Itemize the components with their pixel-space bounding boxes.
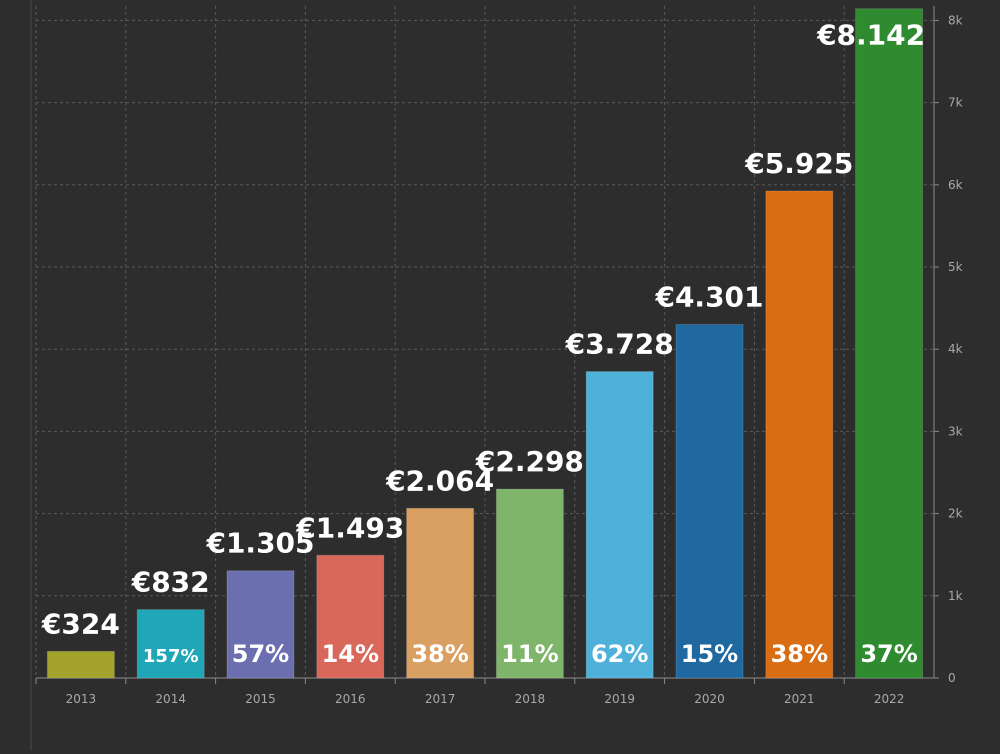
bar-2014 bbox=[136, 609, 205, 679]
value-label-2019: €3.728 bbox=[565, 328, 674, 361]
bar-2016 bbox=[316, 554, 385, 679]
y-tick-label: 2k bbox=[948, 507, 963, 521]
x-tick-label: 2016 bbox=[335, 692, 366, 706]
value-label-2021: €5.925 bbox=[744, 147, 853, 180]
value-label-2016: €1.493 bbox=[295, 511, 404, 544]
value-label-2014: €832 bbox=[131, 566, 210, 599]
bar-2018 bbox=[495, 488, 564, 679]
growth-label-2018: 11% bbox=[501, 640, 558, 668]
bars bbox=[46, 8, 924, 679]
bar-2015 bbox=[226, 570, 295, 679]
x-tick-label: 2015 bbox=[245, 692, 276, 706]
x-tick-label: 2021 bbox=[784, 692, 815, 706]
growth-label-2021: 38% bbox=[771, 640, 828, 668]
value-label-2022: €8.142 bbox=[816, 19, 925, 52]
x-tick-label: 2022 bbox=[874, 692, 905, 706]
value-label-2017: €2.064 bbox=[385, 464, 494, 497]
growth-label-2017: 38% bbox=[411, 640, 468, 668]
x-tick-label: 2017 bbox=[425, 692, 456, 706]
bar-2020 bbox=[675, 323, 744, 679]
y-tick-label: 4k bbox=[948, 342, 963, 356]
growth-label-2022: 37% bbox=[860, 640, 917, 668]
growth-label-2019: 62% bbox=[591, 640, 648, 668]
value-label-2018: €2.298 bbox=[475, 445, 584, 478]
x-tick-label: 2014 bbox=[155, 692, 186, 706]
y-tick-label: 5k bbox=[948, 260, 963, 274]
growth-label-2015: 57% bbox=[232, 640, 289, 668]
growth-label-2014: 157% bbox=[143, 646, 199, 667]
bar-2021 bbox=[765, 190, 834, 679]
x-tick-label: 2018 bbox=[515, 692, 546, 706]
bar-labels: €324 €832 157% €1.305 57% €1.493 14% €2.064 38% €… bbox=[41, 19, 925, 668]
growth-label-2020: 15% bbox=[681, 640, 738, 668]
value-label-2013: €324 bbox=[41, 607, 120, 640]
bar-2017 bbox=[406, 507, 475, 679]
x-tick-label: 2013 bbox=[66, 692, 97, 706]
y-tick-label: 6k bbox=[948, 178, 963, 192]
bar-2022 bbox=[855, 8, 924, 679]
value-label-2020: €4.301 bbox=[654, 280, 763, 313]
y-tick-label: 1k bbox=[948, 589, 963, 603]
x-tick-label: 2019 bbox=[604, 692, 635, 706]
grid-lines bbox=[35, 6, 934, 678]
bar-2013 bbox=[46, 650, 115, 679]
y-tick-label: 8k bbox=[948, 13, 963, 27]
value-label-2015: €1.305 bbox=[205, 527, 314, 560]
growth-label-2016: 14% bbox=[322, 640, 379, 668]
bar-2019 bbox=[585, 371, 654, 679]
y-tick-label: 7k bbox=[948, 96, 963, 110]
x-tick-label: 2020 bbox=[694, 692, 725, 706]
y-tick-label: 0 bbox=[948, 671, 956, 685]
y-tick-label: 3k bbox=[948, 424, 963, 438]
